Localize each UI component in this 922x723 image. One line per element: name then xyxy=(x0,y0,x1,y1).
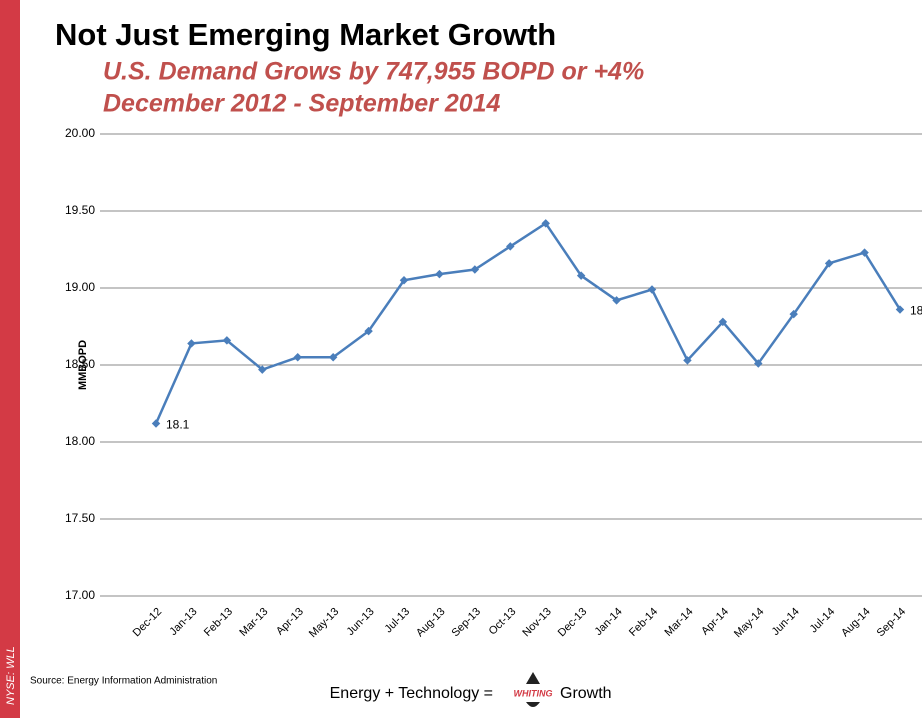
point xyxy=(576,271,586,280)
point xyxy=(647,285,657,294)
point xyxy=(364,326,373,336)
chart-title: Not Just Emerging Market Growth xyxy=(55,17,556,52)
x-tick-label: May-13 xyxy=(307,606,341,640)
point xyxy=(222,336,232,345)
point xyxy=(895,305,905,314)
subtitle: December 2012 - September 2014 xyxy=(103,90,501,118)
point xyxy=(435,269,444,279)
x-tick-label: Jan-14 xyxy=(592,606,624,638)
y-tick-label: 19.00 xyxy=(65,280,95,294)
x-tick-label: May-14 xyxy=(732,606,766,640)
y-tick-label: 17.50 xyxy=(65,511,95,525)
x-tick-label: Sep-13 xyxy=(449,606,483,640)
x-tick-label: Feb-14 xyxy=(627,606,660,639)
line xyxy=(154,221,902,425)
point xyxy=(824,259,834,268)
side-bar xyxy=(0,0,20,718)
x-tick-label: Aug-13 xyxy=(414,606,448,640)
x-tick-label: Dec-13 xyxy=(556,606,590,640)
x-tick-label: Sep-14 xyxy=(875,606,909,640)
point xyxy=(293,353,302,362)
x-tick-label: Nov-13 xyxy=(520,606,554,640)
y-tick-label: 18.50 xyxy=(65,357,95,371)
y-tick-label: 18.00 xyxy=(65,434,95,448)
x-tick-label: Jul-13 xyxy=(383,606,413,636)
point xyxy=(328,353,338,362)
source: Source: Energy Information Administratio… xyxy=(30,676,217,687)
point xyxy=(754,359,763,368)
y-tick-label: 19.50 xyxy=(65,203,95,217)
x-tick-label: Mar-14 xyxy=(662,606,695,639)
tagline: Growth xyxy=(560,685,612,702)
point xyxy=(470,265,480,274)
x-tick-label: Apr-13 xyxy=(274,606,306,638)
y-tick-label: 17.00 xyxy=(65,588,95,602)
point xyxy=(399,276,409,285)
logo-band xyxy=(509,688,557,700)
point xyxy=(612,296,621,305)
x-tick-label: Jun-14 xyxy=(770,606,802,638)
ticker: NYSE: WLL xyxy=(5,646,17,705)
tagline: Energy + Technology = xyxy=(330,685,493,702)
point xyxy=(789,309,798,319)
y-axis-label: MMBOPD xyxy=(77,340,89,390)
logo-drop xyxy=(526,672,540,707)
x-tick-label: Feb-13 xyxy=(202,606,235,639)
x-tick-label: Jul-14 xyxy=(808,606,838,636)
point xyxy=(151,419,161,428)
x-tick-label: Jan-13 xyxy=(167,606,199,638)
value-label: 18.1 xyxy=(166,418,190,432)
x-tick-label: Aug-14 xyxy=(839,606,873,640)
subtitle: U.S. Demand Grows by 747,955 BOPD or +4% xyxy=(103,58,644,86)
x-tick-label: Oct-13 xyxy=(487,606,519,638)
point xyxy=(718,317,728,327)
value-label: 18.9 xyxy=(910,304,922,318)
point xyxy=(187,339,196,348)
logo: WHITING xyxy=(514,688,553,698)
x-tick-label: Apr-14 xyxy=(699,606,731,638)
x-tick-label: Mar-13 xyxy=(237,606,270,639)
x-tick-label: Jun-13 xyxy=(344,606,376,638)
x-tick-label: Dec-12 xyxy=(131,606,165,640)
y-tick-label: 20.00 xyxy=(65,126,95,140)
point xyxy=(258,365,267,374)
point xyxy=(683,356,692,365)
